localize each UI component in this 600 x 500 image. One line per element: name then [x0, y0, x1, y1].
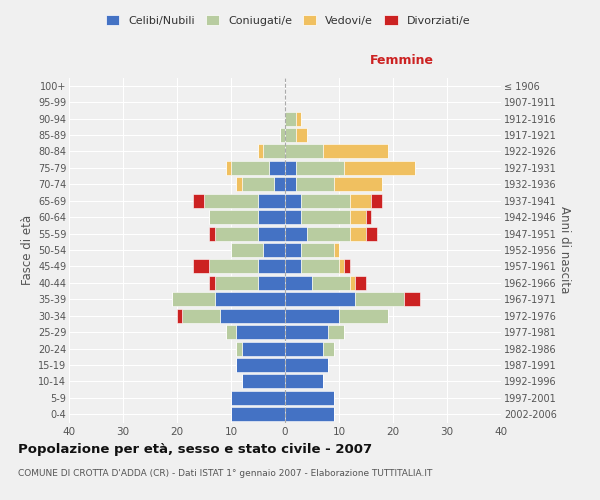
Bar: [236, 325, 285, 339]
Bar: [328, 325, 344, 339]
Bar: [258, 144, 263, 158]
Bar: [285, 308, 339, 322]
Bar: [301, 260, 339, 274]
Bar: [334, 243, 339, 257]
Bar: [177, 308, 182, 322]
Bar: [209, 260, 258, 274]
Bar: [182, 308, 220, 322]
Bar: [350, 226, 366, 240]
Bar: [285, 260, 301, 274]
Bar: [226, 161, 231, 175]
Bar: [339, 308, 388, 322]
Bar: [366, 210, 371, 224]
Legend: Celibi/Nubili, Coniugati/e, Vedovi/e, Divorziati/e: Celibi/Nubili, Coniugati/e, Vedovi/e, Di…: [101, 10, 475, 30]
Bar: [258, 260, 285, 274]
Bar: [404, 292, 420, 306]
Bar: [172, 292, 215, 306]
Bar: [193, 194, 204, 207]
Bar: [285, 292, 355, 306]
Bar: [296, 128, 307, 142]
Text: COMUNE DI CROTTA D'ADDA (CR) - Dati ISTAT 1° gennaio 2007 - Elaborazione TUTTITA: COMUNE DI CROTTA D'ADDA (CR) - Dati ISTA…: [18, 469, 433, 478]
Bar: [258, 226, 285, 240]
Bar: [204, 194, 258, 207]
Bar: [226, 325, 236, 339]
Bar: [285, 325, 328, 339]
Bar: [285, 342, 323, 355]
Bar: [236, 358, 285, 372]
Bar: [285, 144, 323, 158]
Bar: [242, 342, 285, 355]
Bar: [215, 276, 258, 290]
Bar: [285, 358, 328, 372]
Bar: [285, 194, 301, 207]
Text: Femmine: Femmine: [370, 54, 434, 67]
Bar: [301, 243, 334, 257]
Bar: [231, 243, 263, 257]
Bar: [231, 161, 269, 175]
Bar: [350, 194, 371, 207]
Bar: [371, 194, 382, 207]
Bar: [355, 276, 366, 290]
Bar: [366, 226, 377, 240]
Bar: [350, 210, 366, 224]
Bar: [285, 243, 301, 257]
Bar: [285, 210, 301, 224]
Bar: [301, 194, 350, 207]
Bar: [296, 112, 301, 126]
Bar: [285, 374, 323, 388]
Bar: [274, 178, 285, 192]
Bar: [307, 226, 350, 240]
Bar: [242, 374, 285, 388]
Bar: [344, 260, 350, 274]
Bar: [209, 276, 215, 290]
Bar: [285, 161, 296, 175]
Bar: [285, 276, 312, 290]
Bar: [285, 408, 334, 422]
Bar: [285, 226, 307, 240]
Bar: [339, 260, 344, 274]
Bar: [285, 391, 334, 405]
Bar: [236, 178, 242, 192]
Y-axis label: Anni di nascita: Anni di nascita: [557, 206, 571, 294]
Bar: [209, 210, 258, 224]
Bar: [258, 210, 285, 224]
Bar: [285, 128, 296, 142]
Bar: [209, 226, 215, 240]
Bar: [296, 161, 344, 175]
Bar: [296, 178, 334, 192]
Bar: [280, 128, 285, 142]
Bar: [231, 408, 285, 422]
Bar: [312, 276, 350, 290]
Bar: [242, 178, 274, 192]
Bar: [193, 260, 209, 274]
Bar: [269, 161, 285, 175]
Text: Popolazione per età, sesso e stato civile - 2007: Popolazione per età, sesso e stato civil…: [18, 442, 372, 456]
Bar: [350, 276, 355, 290]
Bar: [323, 144, 388, 158]
Bar: [215, 226, 258, 240]
Bar: [285, 178, 296, 192]
Y-axis label: Fasce di età: Fasce di età: [20, 215, 34, 285]
Bar: [323, 342, 334, 355]
Bar: [220, 308, 285, 322]
Bar: [258, 194, 285, 207]
Bar: [334, 178, 382, 192]
Bar: [344, 161, 415, 175]
Bar: [236, 342, 242, 355]
Bar: [263, 243, 285, 257]
Bar: [263, 144, 285, 158]
Bar: [301, 210, 350, 224]
Bar: [215, 292, 285, 306]
Bar: [355, 292, 404, 306]
Bar: [258, 276, 285, 290]
Bar: [231, 391, 285, 405]
Bar: [285, 112, 296, 126]
